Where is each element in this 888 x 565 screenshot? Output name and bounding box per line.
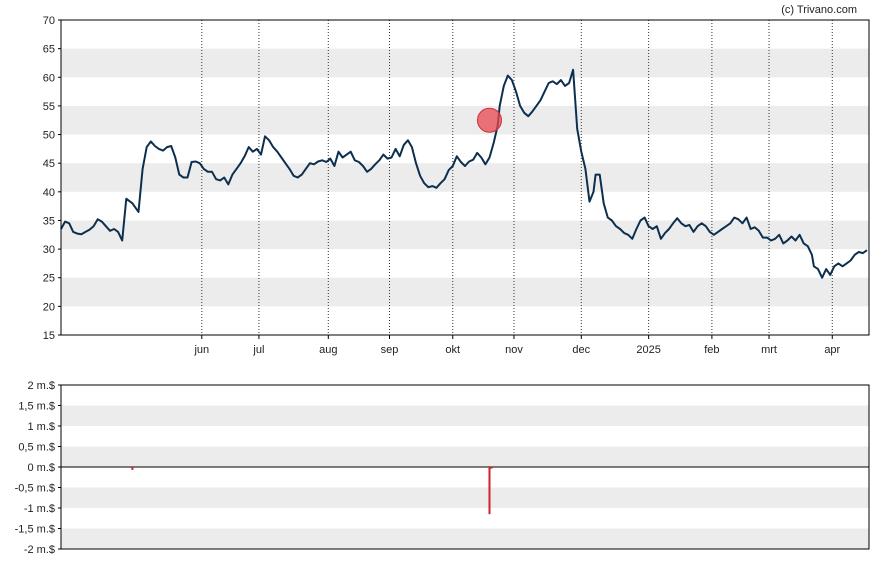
price-grid-band [61,105,869,135]
price-y-tick-label: 30 [43,244,55,256]
price-y-tick-label: 65 [43,44,55,56]
volume-bar [131,467,134,470]
x-tick-label: jun [193,344,209,356]
volume-y-tick-label: -1 m.$ [24,503,55,515]
price-panel: 70 65 60 55 50 45 40 35 30 25 20 15 jun jul aug sep okt n… [43,15,870,356]
volume-y-tick-label: -0,5 m.$ [15,483,55,495]
x-tick-label: aug [319,344,337,356]
volume-y-tick-label: 2 m.$ [27,380,55,392]
price-frame [60,19,870,336]
price-y-tick-label: 25 [43,273,55,285]
x-tick-label: mrt [761,344,777,356]
credit-label: (c) Trivano.com [781,4,857,16]
price-y-tick-label: 70 [43,15,55,27]
volume-grid-band [61,405,869,426]
price-y-tick-label: 55 [43,101,55,113]
volume-y-tick-label: 0 m.$ [27,462,55,474]
x-tick-label: sep [381,344,399,356]
volume-frame [60,384,870,550]
x-tick-label: feb [704,344,719,356]
volume-grid-band [61,487,869,508]
volume-y-tick-label: 1 m.$ [27,421,55,433]
price-y-tick-label: 45 [43,158,55,170]
price-grid-band [61,48,869,78]
price-grid-band [61,220,869,250]
x-tick-label: 2025 [636,344,660,356]
x-tick-label: okt [445,344,460,356]
price-y-tick-label: 40 [43,187,55,199]
volume-y-tick-label: 1,5 m.$ [18,401,55,413]
volume-bar [488,467,491,515]
trade-marker [476,107,502,133]
price-y-tick-label: 35 [43,215,55,227]
volume-y-tick-label: -2 m.$ [24,544,55,556]
volume-bar [490,467,493,469]
price-y-tick-label: 15 [43,330,55,342]
price-line [60,68,868,279]
price-y-tick-label: 20 [43,301,55,313]
insider-volume-panel: 2 m.$ 1,5 m.$ 1 m.$ 0,5 m.$ 0 m.$ -0,5 m.$ -1 … [15,380,870,556]
x-tick-label: dec [572,344,590,356]
price-grid-band [61,277,869,307]
volume-grid-band [61,528,869,549]
price-y-tick-label: 60 [43,72,55,84]
price-grid-band [61,163,869,192]
volume-y-tick-label: -1,5 m.$ [15,524,55,536]
volume-y-tick-label: 0,5 m.$ [18,442,55,454]
x-tick-label: jul [252,344,264,356]
volume-grid-band [61,446,869,467]
x-tick-label: nov [505,344,523,356]
price-y-tick-label: 50 [43,130,55,142]
x-tick-label: apr [824,344,840,356]
